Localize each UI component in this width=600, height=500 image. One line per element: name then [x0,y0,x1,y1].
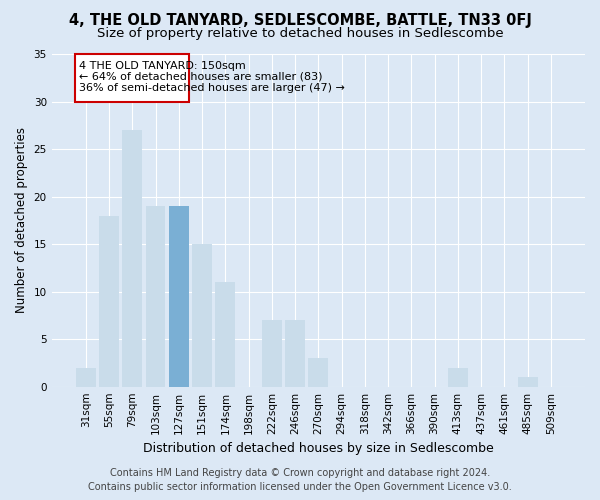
Bar [262,320,282,386]
Text: 4 THE OLD TANYARD: 150sqm: 4 THE OLD TANYARD: 150sqm [79,60,245,70]
Y-axis label: Number of detached properties: Number of detached properties [15,128,28,314]
FancyBboxPatch shape [76,54,189,102]
Bar [76,368,95,386]
Bar [192,244,212,386]
Bar [122,130,142,386]
Bar [285,320,305,386]
Text: Size of property relative to detached houses in Sedlescombe: Size of property relative to detached ho… [97,28,503,40]
Bar [99,216,119,386]
Bar [169,206,188,386]
X-axis label: Distribution of detached houses by size in Sedlescombe: Distribution of detached houses by size … [143,442,494,455]
Bar [215,282,235,387]
Text: 4, THE OLD TANYARD, SEDLESCOMBE, BATTLE, TN33 0FJ: 4, THE OLD TANYARD, SEDLESCOMBE, BATTLE,… [68,12,532,28]
Bar [518,377,538,386]
Text: 36% of semi-detached houses are larger (47) →: 36% of semi-detached houses are larger (… [79,82,344,92]
Bar [448,368,468,386]
Bar [146,206,166,386]
Bar [308,358,328,386]
Text: Contains HM Land Registry data © Crown copyright and database right 2024.
Contai: Contains HM Land Registry data © Crown c… [88,468,512,492]
Text: ← 64% of detached houses are smaller (83): ← 64% of detached houses are smaller (83… [79,72,322,82]
